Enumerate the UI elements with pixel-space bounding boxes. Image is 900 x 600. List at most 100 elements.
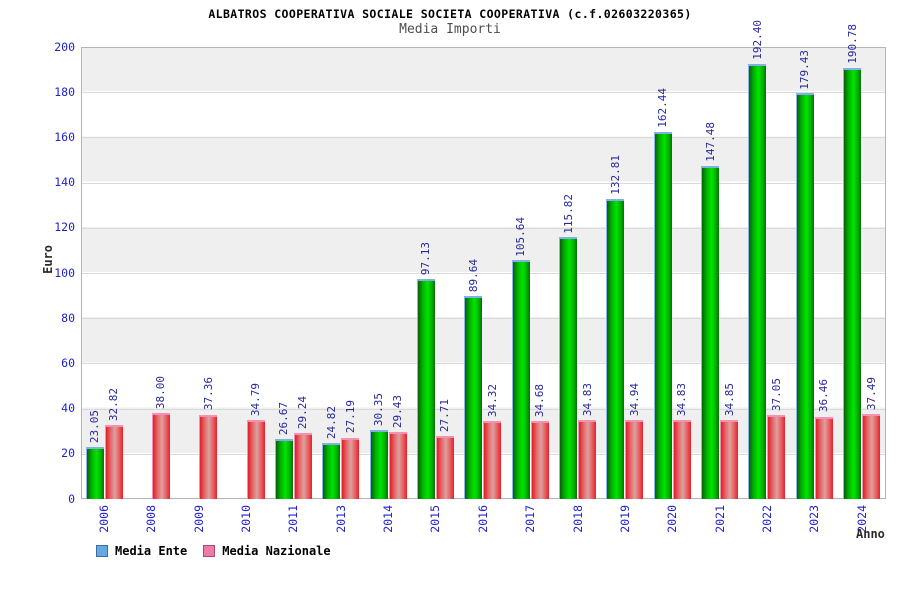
y-tick-label-200: 200 [54, 39, 75, 54]
bar-media-ente-2018 [559, 237, 578, 499]
value-label-media-nazionale-2020: 34.83 [675, 383, 689, 417]
gridline-160 [82, 137, 885, 139]
x-tick-label-2014: 2014 [381, 505, 396, 533]
bar-media-nazionale-2019 [625, 420, 644, 499]
value-label-media-nazionale-2022: 37.05 [769, 378, 783, 412]
x-tick-label-2009: 2009 [191, 505, 206, 533]
bar-media-nazionale-2020 [672, 420, 691, 499]
y-tick-label-180: 180 [54, 84, 75, 99]
value-label-media-ente-2019: 132.81 [608, 155, 622, 195]
gridline-40 [82, 408, 885, 410]
bar-media-ente-2020 [653, 131, 672, 499]
y-tick-label-140: 140 [54, 175, 75, 190]
value-label-media-nazionale-2016: 34.32 [485, 384, 499, 418]
y-tick-label-0: 0 [68, 491, 75, 506]
value-label-media-nazionale-2023: 36.46 [817, 379, 831, 413]
bar-media-ente-2015 [416, 279, 435, 499]
value-label-media-nazionale-2019: 34.94 [627, 382, 641, 417]
bar-media-nazionale-2011 [293, 432, 312, 499]
bar-media-nazionale-2015 [435, 436, 454, 499]
y-tick-label-40: 40 [61, 401, 75, 416]
chart-subtitle: Media Importi [399, 22, 501, 37]
value-label-media-nazionale-2018: 34.83 [580, 383, 594, 417]
x-tick-label-2020: 2020 [665, 505, 680, 533]
gridline-100 [82, 273, 885, 274]
value-label-media-nazionale-2009: 37.36 [201, 377, 215, 411]
value-label-media-nazionale-2013: 27.19 [343, 400, 357, 434]
value-label-media-nazionale-2014: 29.43 [391, 395, 405, 429]
value-label-media-nazionale-2024: 37.49 [864, 377, 878, 411]
chart-legend: Media Ente Media Nazionale [96, 544, 331, 558]
bar-media-nazionale-2013 [341, 437, 360, 499]
gridline-80 [82, 318, 885, 320]
legend-label-media-nazionale: Media Nazionale [222, 544, 331, 558]
value-label-media-ente-2013: 24.82 [324, 405, 338, 439]
bar-media-nazionale-2016 [483, 421, 502, 499]
bar-media-ente-2023 [795, 93, 814, 499]
chart-title: ALBATROS COOPERATIVA SOCIALE SOCIETA COO… [208, 7, 692, 21]
x-tick-label-2018: 2018 [570, 505, 585, 533]
value-label-media-ente-2018: 115.82 [561, 193, 575, 234]
value-label-media-ente-2017: 105.64 [514, 216, 528, 257]
y-tick-label-60: 60 [61, 355, 75, 370]
y-tick-label-160: 160 [54, 129, 75, 144]
y-axis-title: Euro [41, 245, 55, 274]
value-label-media-ente-2024: 190.78 [845, 24, 859, 64]
bar-media-ente-2006 [85, 446, 104, 499]
legend-item-media-ente: Media Ente [96, 544, 187, 558]
x-tick-label-2010: 2010 [239, 505, 254, 533]
gridline-60 [82, 363, 885, 365]
value-label-media-nazionale-2021: 34.85 [722, 383, 736, 417]
x-tick-label-2006: 2006 [97, 505, 111, 533]
y-tick-label-20: 20 [61, 446, 75, 461]
bar-media-ente-2014 [369, 430, 388, 499]
y-tick-label-120: 120 [54, 220, 75, 235]
value-label-media-ente-2022: 192.40 [750, 20, 764, 61]
bar-media-nazionale-2022 [767, 415, 786, 499]
bar-media-ente-2013 [322, 442, 341, 499]
bar-media-ente-2022 [748, 64, 767, 499]
bar-media-nazionale-2018 [578, 420, 597, 499]
bar-media-nazionale-2017 [530, 420, 549, 499]
x-tick-label-2015: 2015 [428, 505, 443, 533]
value-label-media-ente-2014: 30.35 [372, 393, 386, 427]
value-label-media-nazionale-2008: 38.00 [154, 376, 168, 410]
bar-media-nazionale-2021 [720, 420, 739, 499]
bar-media-ente-2019 [606, 198, 625, 499]
value-label-media-nazionale-2006: 32.82 [107, 387, 120, 421]
value-label-media-ente-2015: 97.13 [419, 242, 433, 276]
x-tick-label-2011: 2011 [286, 505, 301, 533]
legend-item-media-nazionale: Media Nazionale [203, 544, 331, 558]
bar-media-ente-2017 [511, 260, 530, 499]
bar-media-nazionale-2023 [814, 416, 833, 499]
value-label-media-nazionale-2010: 34.79 [249, 383, 263, 417]
media-nazionale-swatch-icon [203, 545, 216, 557]
legend-label-media-ente: Media Ente [115, 544, 188, 558]
bar-media-nazionale-2010 [246, 420, 265, 499]
gridline-180 [82, 92, 885, 94]
x-axis-title: Anno [856, 527, 885, 541]
value-label-media-nazionale-2015: 27.71 [438, 399, 452, 433]
x-tick-label-2019: 2019 [617, 505, 632, 533]
x-tick-label-2021: 2021 [712, 505, 727, 533]
bar-media-ente-2024 [843, 67, 862, 499]
bar-media-nazionale-2009 [199, 414, 218, 499]
y-tick-label-80: 80 [61, 310, 75, 325]
x-tick-label-2016: 2016 [475, 505, 490, 533]
gridline-120 [82, 227, 885, 229]
value-label-media-ente-2020: 162.44 [656, 88, 670, 128]
value-label-media-ente-2016: 89.64 [466, 259, 480, 293]
value-label-media-ente-2006: 23.05 [88, 409, 101, 443]
bar-media-ente-2011 [274, 438, 293, 499]
x-tick-label-2008: 2008 [144, 505, 159, 533]
bar-media-ente-2021 [701, 165, 720, 499]
y-tick-label-100: 100 [54, 265, 75, 280]
bar-media-nazionale-2024 [862, 414, 881, 499]
bar-media-nazionale-2014 [388, 432, 407, 499]
x-tick-label-2022: 2022 [759, 505, 774, 533]
x-tick-label-2017: 2017 [523, 505, 538, 533]
x-tick-label-2023: 2023 [807, 505, 822, 533]
media-ente-swatch-icon [96, 545, 108, 557]
x-tick-label-2013: 2013 [333, 505, 348, 533]
